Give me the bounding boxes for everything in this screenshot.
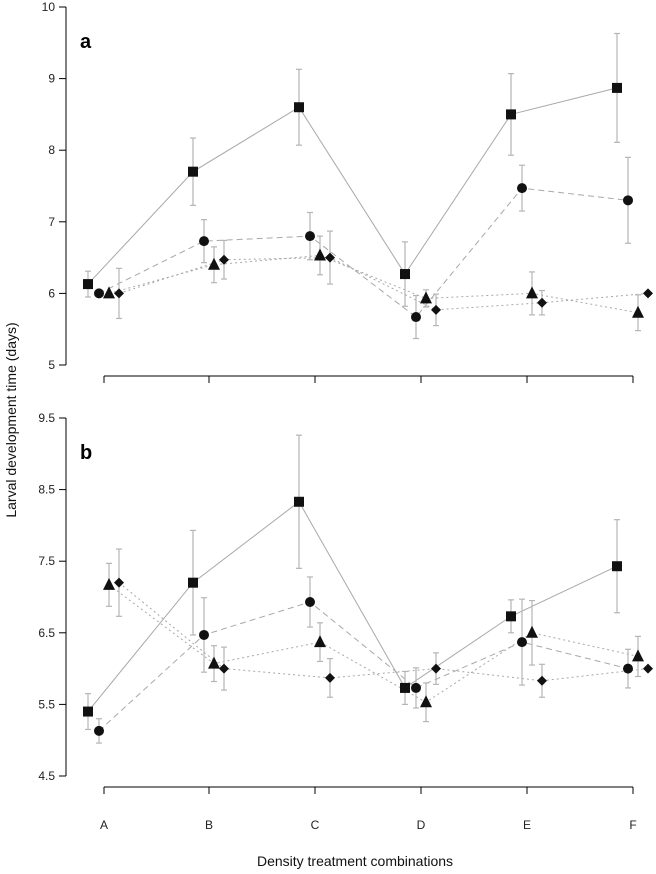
series-line-circle bbox=[98, 601, 629, 732]
data-point-square bbox=[506, 109, 516, 120]
y-tick-label: 6 bbox=[48, 286, 55, 300]
data-point-diamond bbox=[643, 288, 653, 299]
series-line-diamond bbox=[118, 257, 649, 311]
data-point-diamond bbox=[537, 297, 547, 308]
y-tick-label: 7 bbox=[48, 215, 55, 229]
data-point-diamond bbox=[643, 663, 653, 674]
data-point-square bbox=[506, 611, 516, 622]
data-point-triangle bbox=[314, 248, 326, 261]
data-point-triangle bbox=[632, 649, 644, 662]
data-point-triangle bbox=[208, 257, 220, 270]
x-tick-label: F bbox=[629, 818, 636, 832]
series-line-square bbox=[87, 501, 618, 712]
data-point-triangle bbox=[208, 656, 220, 669]
data-point-triangle bbox=[632, 305, 644, 318]
x-tick-label: E bbox=[523, 818, 531, 832]
data-point-square bbox=[612, 82, 622, 93]
data-point-triangle bbox=[526, 625, 538, 638]
data-point-square bbox=[400, 682, 410, 693]
panel-label: a bbox=[80, 31, 92, 53]
data-point-square bbox=[400, 269, 410, 280]
data-point-circle bbox=[517, 637, 527, 648]
data-point-triangle bbox=[420, 291, 432, 304]
y-tick-label: 5.5 bbox=[38, 697, 55, 711]
data-point-circle bbox=[623, 195, 633, 206]
data-point-diamond bbox=[325, 252, 335, 263]
x-tick-label: A bbox=[100, 818, 108, 832]
data-point-circle bbox=[199, 236, 209, 247]
series-line-diamond bbox=[118, 582, 649, 682]
y-axis-title: Larval development time (days) bbox=[3, 322, 19, 517]
y-tick-label: 8.5 bbox=[38, 483, 55, 497]
data-point-circle bbox=[411, 682, 421, 693]
data-point-circle bbox=[305, 231, 315, 242]
series-line-circle bbox=[98, 187, 629, 318]
data-point-diamond bbox=[431, 304, 441, 315]
data-point-circle bbox=[305, 597, 315, 608]
data-point-square bbox=[83, 706, 93, 717]
x-tick-label: B bbox=[205, 818, 213, 832]
data-point-diamond bbox=[114, 577, 124, 588]
y-tick-label: 5 bbox=[48, 358, 55, 372]
data-point-square bbox=[83, 279, 93, 290]
y-tick-label: 4.5 bbox=[38, 769, 55, 783]
y-tick-label: 9 bbox=[48, 72, 55, 86]
data-point-circle bbox=[517, 183, 527, 194]
y-tick-label: 6.5 bbox=[38, 626, 55, 640]
series-line-triangle bbox=[108, 584, 639, 703]
chart-panels: 5 6 7 8 9 10 a 4.5 5.5 6.5 7.5 8.5 9.5 b A B C D E F bbox=[38, 0, 653, 832]
y-tick-label: 8 bbox=[48, 143, 55, 157]
series-line-square bbox=[87, 87, 618, 285]
panel-b: 4.5 5.5 6.5 7.5 8.5 9.5 b bbox=[38, 411, 653, 794]
data-point-triangle bbox=[103, 286, 115, 299]
x-tick-labels: A B C D E F bbox=[100, 818, 637, 832]
data-point-diamond bbox=[431, 663, 441, 674]
data-point-triangle bbox=[314, 635, 326, 648]
data-point-diamond bbox=[325, 672, 335, 683]
data-point-diamond bbox=[114, 288, 124, 299]
panel-a: 5 6 7 8 9 10 a bbox=[42, 0, 653, 383]
x-tick-label: D bbox=[417, 818, 426, 832]
data-point-circle bbox=[94, 725, 104, 736]
x-tick-label: C bbox=[311, 818, 320, 832]
data-point-triangle bbox=[420, 695, 432, 708]
data-point-square bbox=[188, 166, 198, 177]
data-point-circle bbox=[94, 288, 104, 299]
data-point-circle bbox=[623, 663, 633, 674]
data-point-triangle bbox=[526, 286, 538, 299]
data-point-diamond bbox=[537, 675, 547, 686]
data-point-square bbox=[294, 102, 304, 113]
data-point-triangle bbox=[103, 577, 115, 590]
series-line-triangle bbox=[108, 254, 639, 314]
panel-label: b bbox=[80, 442, 92, 464]
data-point-circle bbox=[199, 629, 209, 640]
x-axis-title: Density treatment combinations bbox=[257, 853, 453, 869]
data-point-diamond bbox=[219, 254, 229, 265]
data-point-square bbox=[294, 496, 304, 507]
y-tick-label: 9.5 bbox=[38, 411, 55, 425]
data-point-square bbox=[612, 561, 622, 572]
y-tick-label: 10 bbox=[42, 0, 56, 14]
data-point-diamond bbox=[219, 663, 229, 674]
data-point-square bbox=[188, 577, 198, 588]
data-point-circle bbox=[411, 312, 421, 323]
y-tick-label: 7.5 bbox=[38, 554, 55, 568]
